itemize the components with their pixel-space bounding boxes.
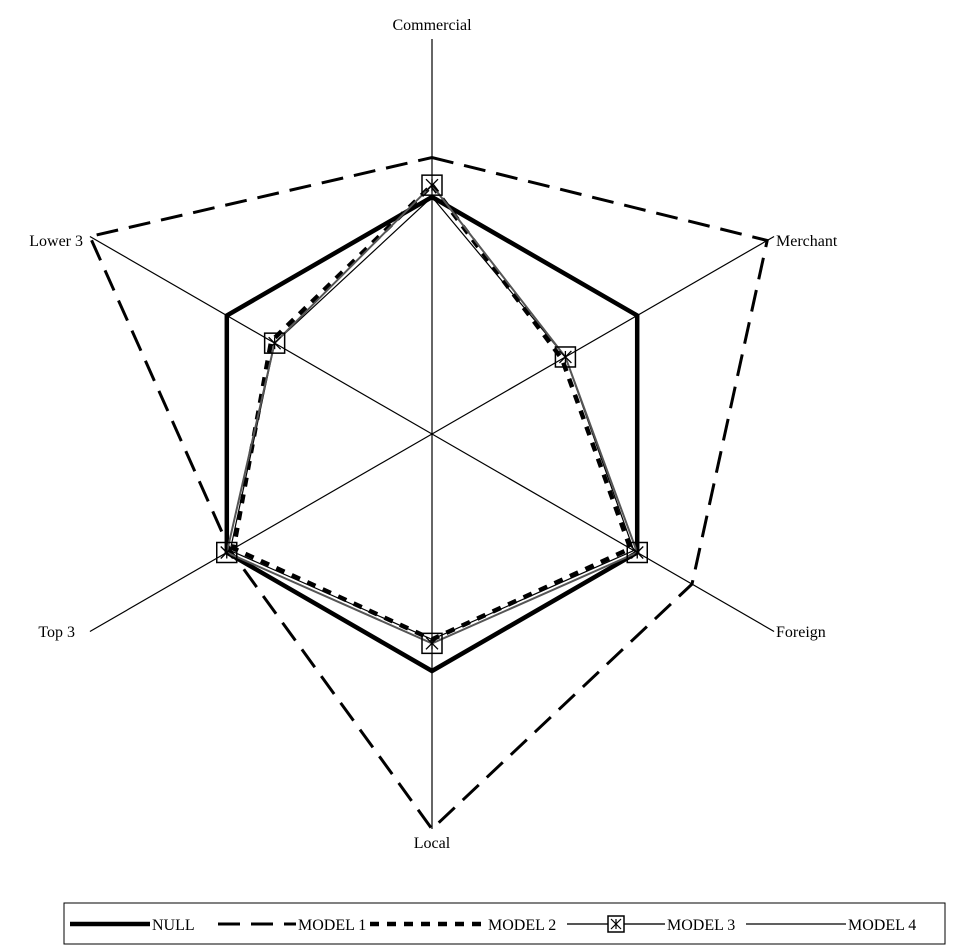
- legend-label-model-2: MODEL 2: [488, 917, 556, 934]
- axis-line-foreign: [431, 433, 775, 633]
- axis-labels: Commercial Merchant Foreign Local Top 3 Lower…: [29, 17, 838, 852]
- legend-item-model-3: MODEL 3: [567, 915, 735, 934]
- point-model-3-top-3: [216, 541, 238, 564]
- point-model-3-merchant: [554, 346, 577, 368]
- legend-item-model-1: MODEL 1: [218, 917, 366, 934]
- point-model-3-commercial: [421, 174, 443, 196]
- legend-item-null: NULL: [70, 917, 195, 934]
- radar-grid: [89, 39, 775, 829]
- legend-label-null: NULL: [152, 917, 195, 934]
- series-model-1: [87, 155, 769, 832]
- axis-label-lower-3: Lower 3: [29, 233, 83, 250]
- legend-item-model-2: MODEL 2: [370, 917, 556, 934]
- series-null: [224, 194, 640, 674]
- axis-label-merchant: Merchant: [776, 233, 838, 250]
- axis-line-top-3: [89, 433, 433, 633]
- axis-label-foreign: Foreign: [776, 624, 826, 641]
- axis-label-top-3: Top 3: [38, 624, 75, 641]
- axis-line-merchant: [431, 235, 775, 435]
- legend-label-model-3: MODEL 3: [667, 917, 735, 934]
- series-layer: [87, 155, 769, 832]
- axis-line-lower-3: [89, 235, 433, 435]
- axis-label-commercial: Commercial: [392, 17, 472, 34]
- point-model-3-foreign: [626, 541, 648, 564]
- legend-label-model-1: MODEL 1: [298, 917, 366, 934]
- legend: NULL MODEL 1 MODEL 2 MODEL 3 MODEL 4: [63, 902, 946, 945]
- legend-item-model-4: MODEL 4: [746, 917, 916, 934]
- point-model-3-local: [421, 632, 443, 655]
- point-model-3-lower-3: [263, 332, 286, 354]
- legend-label-model-4: MODEL 4: [848, 917, 916, 934]
- axis-label-local: Local: [414, 835, 451, 852]
